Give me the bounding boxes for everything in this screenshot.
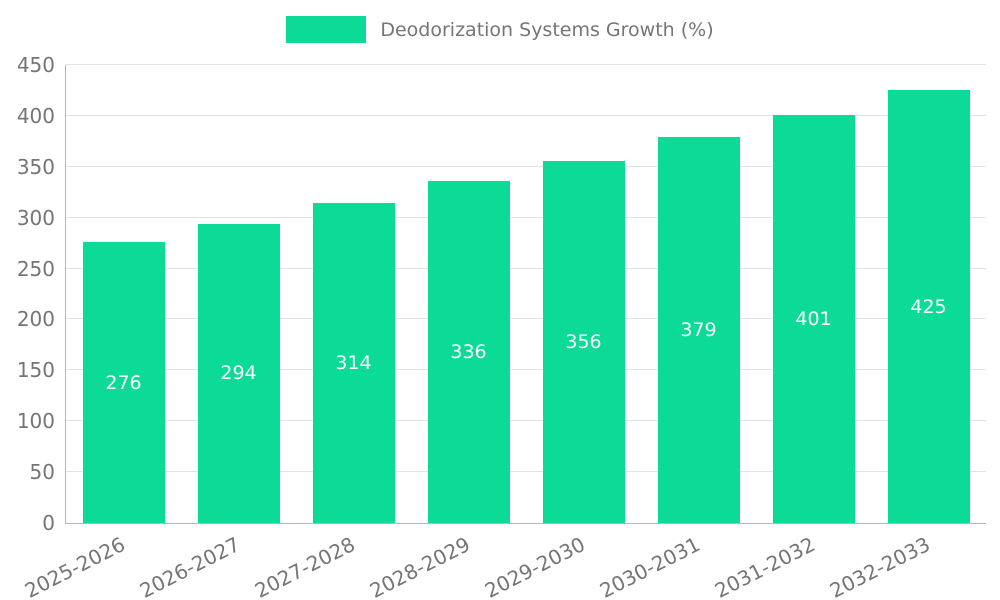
bar-2027-2028[interactable]: 314 xyxy=(312,203,395,523)
gridline xyxy=(66,369,986,371)
bar-value-label: 336 xyxy=(450,341,487,364)
y-tick-label: 50 xyxy=(29,460,55,485)
bar-2025-2026[interactable]: 276 xyxy=(82,242,165,523)
legend[interactable]: Deodorization Systems Growth (%) xyxy=(0,16,1000,43)
bar-value-label: 314 xyxy=(335,352,372,375)
gridline xyxy=(66,267,986,269)
bar-2032-2033[interactable]: 425 xyxy=(887,90,970,523)
y-tick-label: 300 xyxy=(16,205,55,230)
bar-value-label: 425 xyxy=(910,295,947,318)
gridline xyxy=(66,64,986,65)
gridline xyxy=(66,165,986,167)
y-tick-label: 200 xyxy=(16,307,55,332)
x-tick-label: 2026-2027 xyxy=(136,532,245,600)
x-tick-label: 2025-2026 xyxy=(21,532,130,600)
gridline xyxy=(66,114,986,116)
y-tick-label: 350 xyxy=(16,154,55,179)
x-tick-label: 2029-2030 xyxy=(481,532,590,600)
x-tick-label: 2031-2032 xyxy=(711,532,820,600)
gridline xyxy=(66,420,986,422)
y-tick-label: 250 xyxy=(16,256,55,281)
bar-value-label: 356 xyxy=(565,330,602,353)
y-tick-label: 450 xyxy=(16,53,55,77)
legend-label: Deodorization Systems Growth (%) xyxy=(380,18,714,41)
bar-2026-2027[interactable]: 294 xyxy=(197,223,280,523)
bar-value-label: 294 xyxy=(220,362,257,385)
gridline xyxy=(66,471,986,473)
x-tick-label: 2030-2031 xyxy=(596,532,705,600)
gridline xyxy=(66,318,986,320)
x-tick-label: 2032-2033 xyxy=(826,532,935,600)
bar-2028-2029[interactable]: 336 xyxy=(427,181,510,523)
y-tick-label: 400 xyxy=(16,103,55,128)
bar-2031-2032[interactable]: 401 xyxy=(772,114,855,523)
bar-2030-2031[interactable]: 379 xyxy=(657,137,740,523)
plot-area: 276 294 314 336 356 379 401 425 xyxy=(65,64,986,524)
y-tick-label: 100 xyxy=(16,409,55,434)
gridline xyxy=(66,216,986,218)
x-tick-label: 2028-2029 xyxy=(366,532,475,600)
y-tick-label: 0 xyxy=(42,511,55,535)
bar-value-label: 401 xyxy=(795,307,832,330)
x-tick-label: 2027-2028 xyxy=(251,532,360,600)
bar-value-label: 276 xyxy=(105,371,142,394)
y-tick-label: 150 xyxy=(16,358,55,383)
bar-value-label: 379 xyxy=(680,319,717,342)
bar-2029-2030[interactable]: 356 xyxy=(542,160,625,523)
legend-swatch xyxy=(286,16,367,43)
